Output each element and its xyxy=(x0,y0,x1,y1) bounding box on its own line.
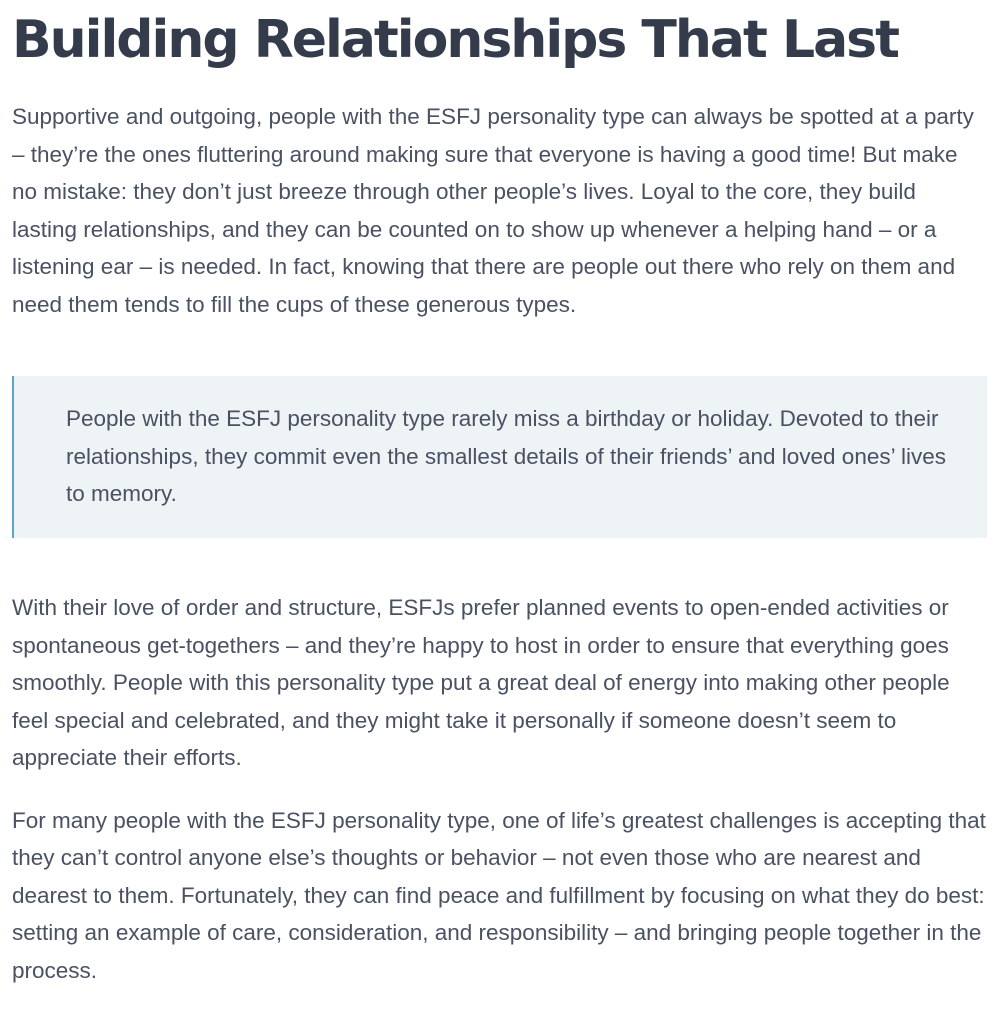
intro-paragraph: Supportive and outgoing, people with the… xyxy=(12,104,974,317)
body-paragraph: With their love of order and structure, … xyxy=(12,595,950,770)
highlight-quote: People with the ESFJ personality type ra… xyxy=(12,376,987,538)
section-heading: Building Relationships That Last xyxy=(12,10,900,70)
quote-text: People with the ESFJ personality type ra… xyxy=(66,406,947,506)
article-section: Building Relationships That Last Support… xyxy=(12,0,987,989)
closing-paragraph: For many people with the ESFJ personalit… xyxy=(12,807,986,983)
